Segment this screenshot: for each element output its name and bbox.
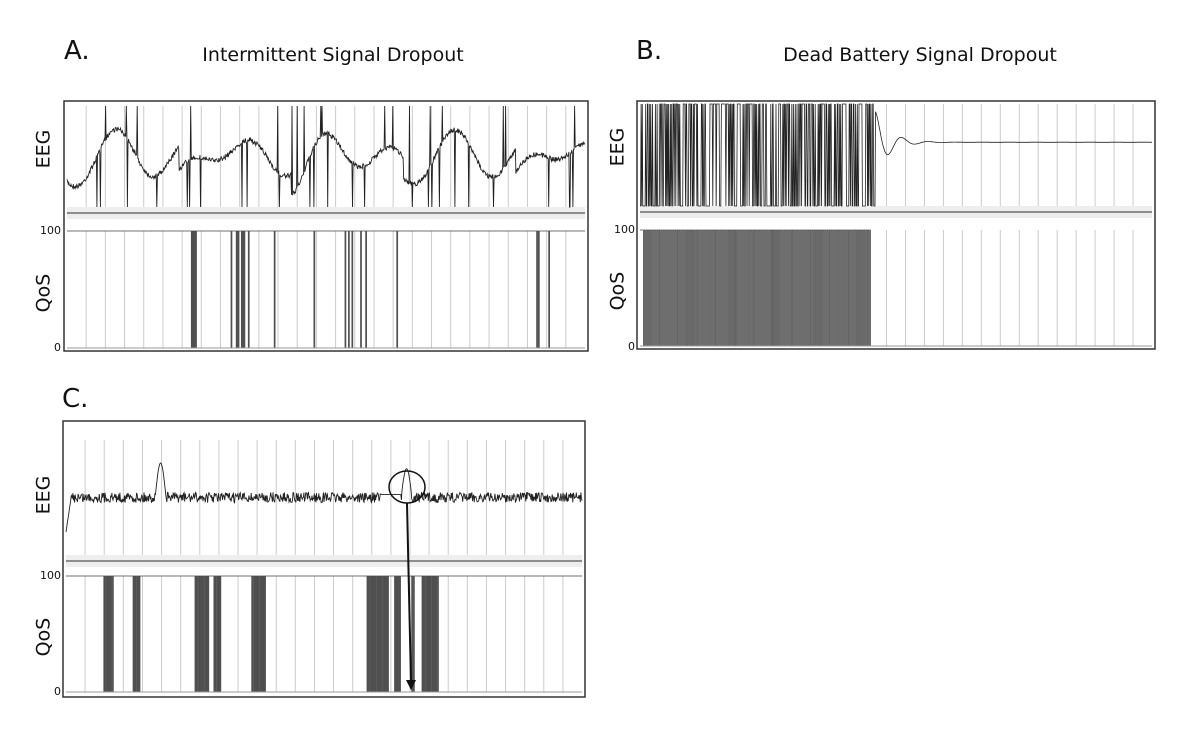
panel-a-tick-0: 0 xyxy=(54,341,61,354)
panel-b-tick-100: 100 xyxy=(614,223,635,236)
eeg-trace xyxy=(66,105,586,208)
panel-b-tick-0: 0 xyxy=(628,340,635,353)
panel-c-qos-label: QoS xyxy=(32,617,55,657)
panel-b-title: Dead Battery Signal Dropout xyxy=(783,44,1057,66)
panel-b-plot xyxy=(636,100,1156,350)
panel-a-plot xyxy=(63,100,589,352)
panel-a-eeg-label: EEG xyxy=(32,129,55,169)
panel-b-letter: B. xyxy=(636,36,663,66)
annotation-arrowhead xyxy=(406,680,416,690)
annotation-arrow-line xyxy=(406,502,412,683)
panel-c-tick-100: 100 xyxy=(40,569,61,582)
panel-a-letter: A. xyxy=(64,36,90,66)
panel-b-qos-label: QoS xyxy=(606,271,629,311)
panel-c-eeg-label: EEG xyxy=(32,475,55,515)
panel-a-tick-100: 100 xyxy=(40,224,61,237)
panel-b-eeg-label: EEG xyxy=(606,127,629,167)
qos-trace xyxy=(66,575,582,693)
panel-a-qos-label: QoS xyxy=(32,273,55,313)
plot-frame xyxy=(63,100,589,352)
panel-c-letter: C. xyxy=(62,384,89,414)
eeg-trace xyxy=(65,462,583,533)
panel-c-plot xyxy=(62,420,586,698)
eeg-trace xyxy=(640,103,1152,207)
panel-c-tick-0: 0 xyxy=(54,685,61,698)
panel-a-title: Intermittent Signal Dropout xyxy=(202,44,464,66)
